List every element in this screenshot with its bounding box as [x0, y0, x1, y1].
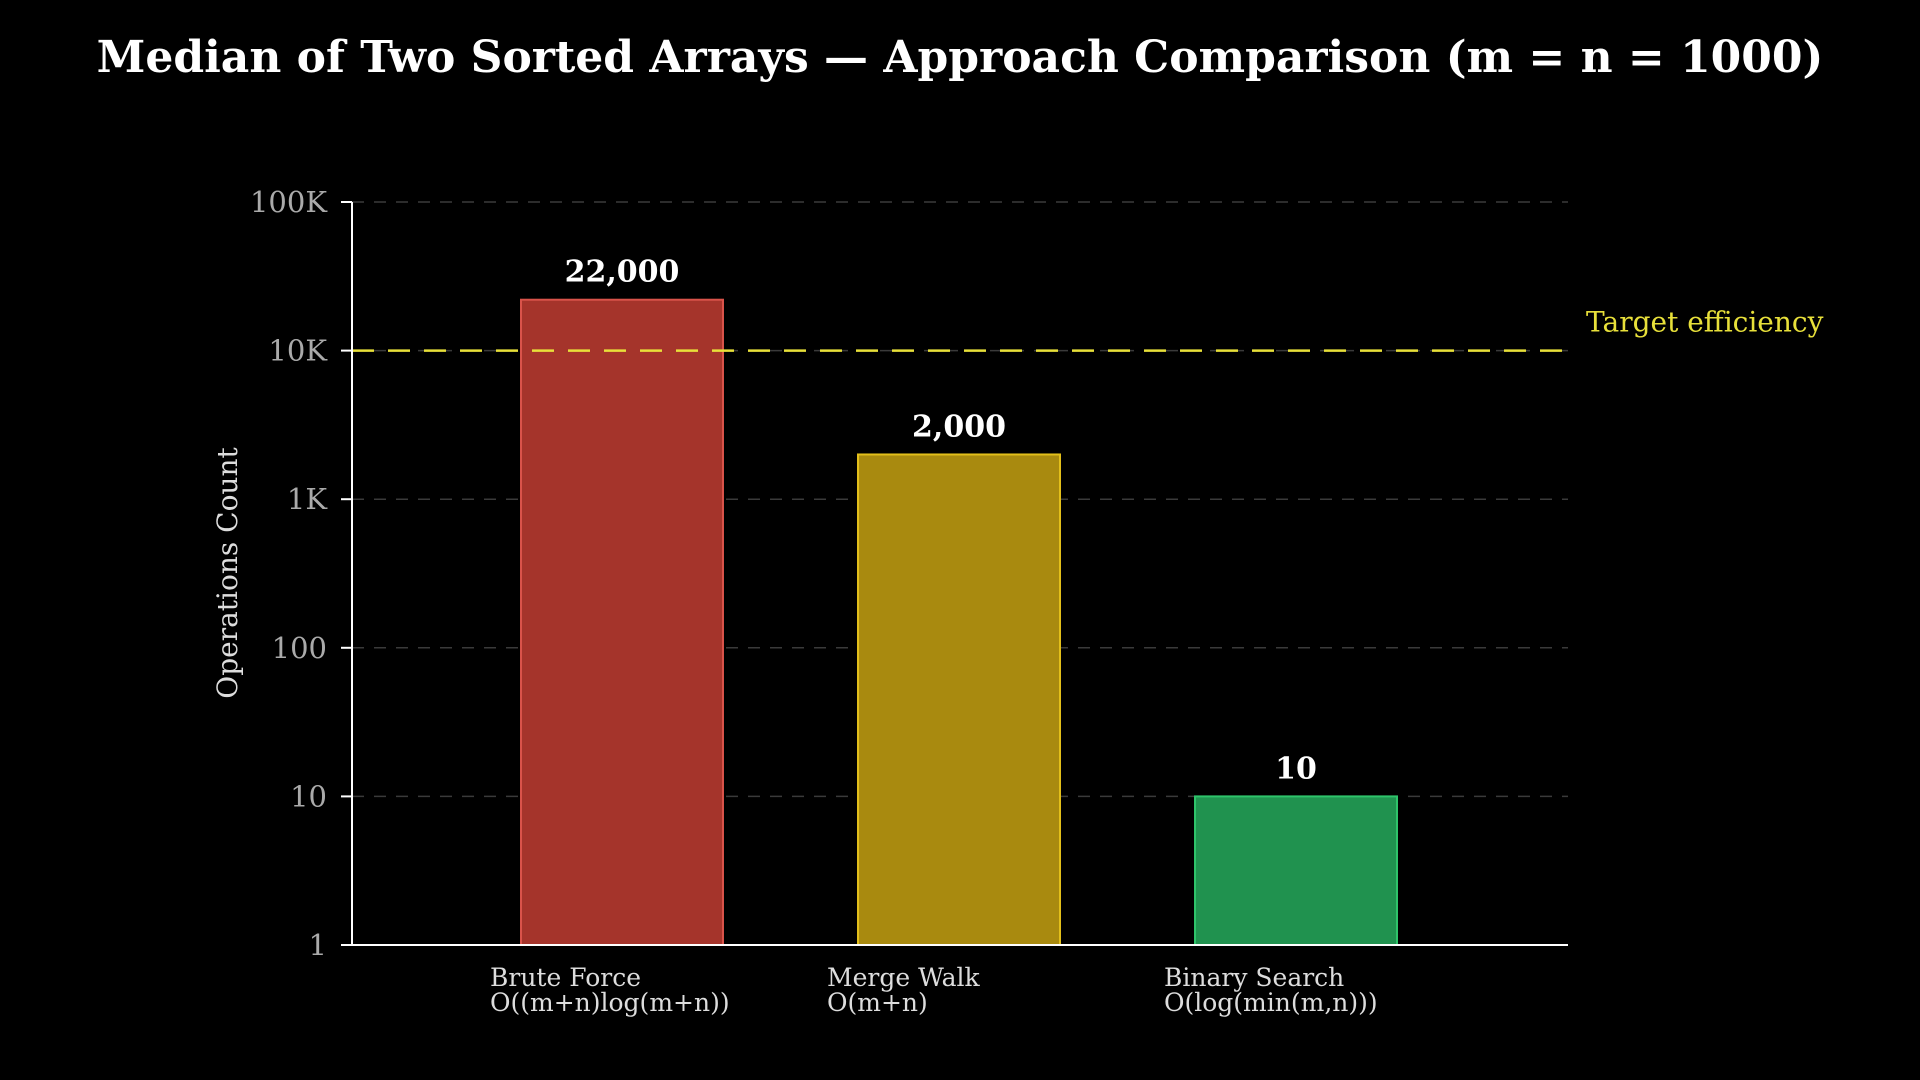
reference-line-group: Target efficiency: [352, 306, 1824, 352]
chart-title: Median of Two Sorted Arrays — Approach C…: [97, 32, 1824, 83]
value-labels: 22,000 2,000 10: [565, 255, 1317, 787]
category-complexity-label: O(m+n): [827, 988, 928, 1017]
y-tick-label: 1K: [287, 482, 328, 516]
axes: [351, 202, 1568, 946]
y-axis-label: Operations Count: [211, 447, 244, 699]
value-label: 2,000: [912, 409, 1006, 444]
reference-line-label: Target efficiency: [1586, 306, 1824, 339]
y-tick-label: 10: [290, 779, 327, 813]
category-label: Merge Walk: [827, 963, 981, 992]
y-axis-ticks: 1 10 100 1K 10K 100K: [250, 185, 352, 962]
bar-merge-walk: [857, 453, 1061, 946]
bar-binary-search: [1194, 795, 1398, 947]
category-label: Binary Search: [1164, 963, 1344, 992]
bars: [520, 298, 1398, 947]
y-tick-label: 100K: [250, 185, 328, 219]
y-tick-label: 10K: [268, 334, 328, 368]
category-label: Brute Force: [490, 963, 641, 992]
category-complexity-label: O((m+n)log(m+n)): [490, 988, 730, 1017]
y-tick-label: 100: [272, 631, 327, 665]
y-tick-label: 1: [309, 928, 327, 962]
value-label: 10: [1275, 751, 1317, 786]
bar-brute-force: [520, 298, 724, 946]
category-complexity-label: O(log(min(m,n))): [1164, 988, 1378, 1017]
value-label: 22,000: [565, 255, 680, 290]
